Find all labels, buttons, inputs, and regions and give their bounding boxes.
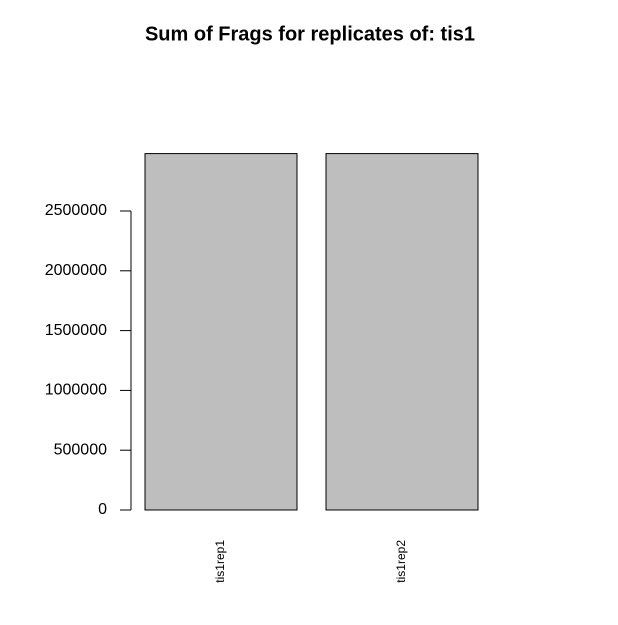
bar [325,153,479,511]
chart-title: Sum of Frags for replicates of: tis1 [145,23,475,45]
y-tick-label: 1500000 [45,322,107,339]
y-tick-label: 1000000 [45,382,107,399]
y-tick-label: 0 [98,501,107,518]
x-tick-label: tis1rep1 [213,540,227,583]
x-tick-label: tis1rep2 [394,540,408,583]
y-tick-label: 2000000 [45,262,107,279]
y-tick-label: 500000 [54,441,107,458]
y-tick-label: 2500000 [45,202,107,219]
bar [144,153,298,511]
